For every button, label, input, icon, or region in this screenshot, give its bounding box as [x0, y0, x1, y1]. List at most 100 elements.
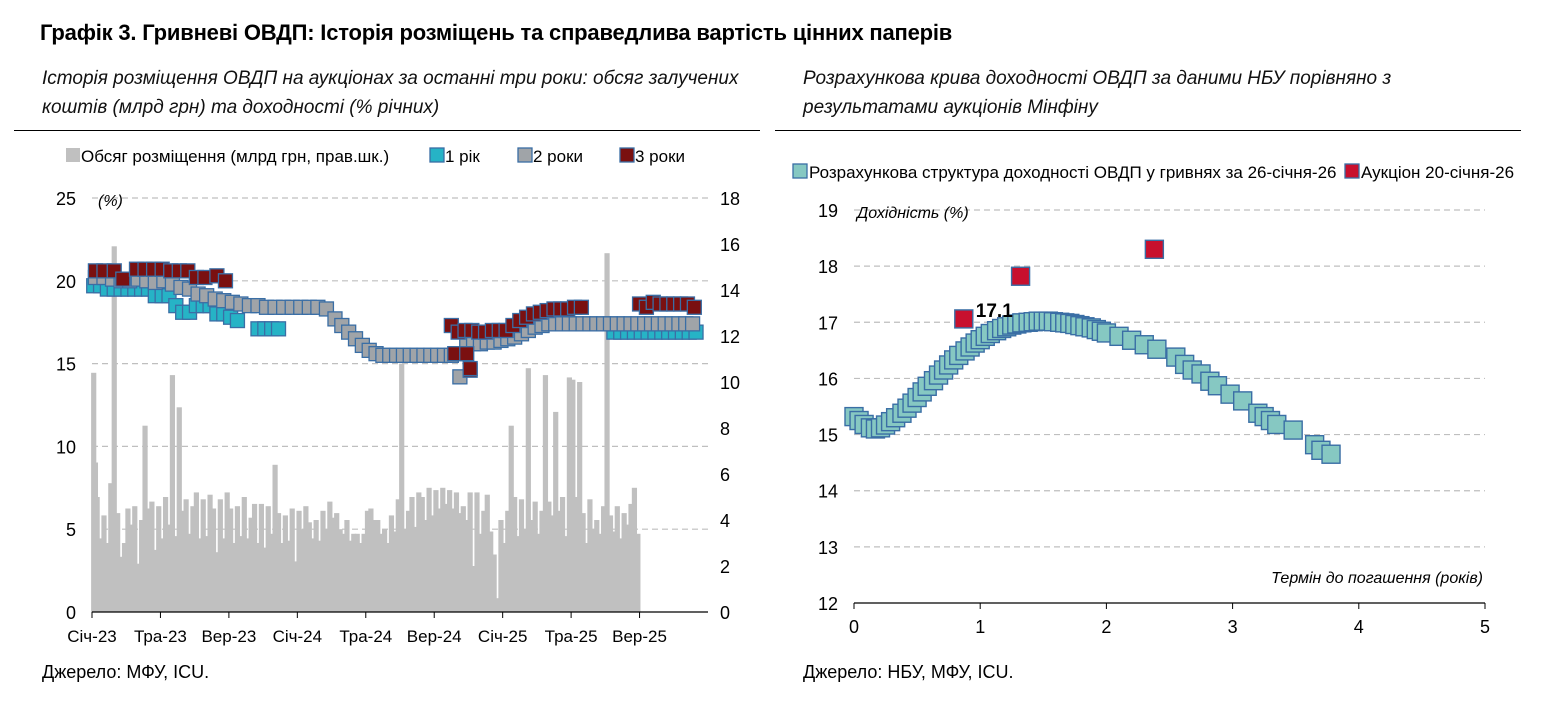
volume-bar — [395, 499, 401, 612]
left-x-tick-label: Січ-23 — [67, 627, 116, 646]
volume-bar — [162, 497, 169, 612]
volume-bar — [525, 368, 531, 612]
volume-bar — [412, 526, 418, 612]
volume-bar — [293, 561, 299, 612]
volume-bar — [371, 520, 377, 612]
left-y-axis-label: (%) — [98, 193, 123, 210]
volume-bar — [101, 515, 107, 612]
right-x-tick-label: 0 — [849, 617, 859, 637]
right-legend-label: Аукціон 20-січня-26 — [1361, 163, 1514, 182]
volume-bar — [118, 556, 124, 612]
volume-bar — [361, 533, 367, 612]
volume-bar — [323, 529, 330, 612]
volume-bar — [484, 494, 490, 612]
right-y-tick-label: 2 — [720, 557, 730, 577]
volume-bar — [385, 543, 391, 612]
left-legend-swatch — [619, 147, 635, 163]
volume-bar — [553, 411, 559, 612]
left-x-tick-label: Січ-25 — [478, 627, 527, 646]
right-panel-divider — [775, 130, 1521, 131]
volume-bar — [518, 499, 525, 612]
volume-bar — [405, 510, 412, 612]
volume-bar — [214, 552, 220, 612]
curve-marker — [1321, 444, 1341, 464]
right-panel-subtitle: Розрахункова крива доходності ОВДП за да… — [803, 64, 1523, 122]
volume-bar — [265, 506, 271, 612]
volume-bar — [313, 520, 319, 612]
volume-bar — [152, 549, 158, 612]
volume-bar — [532, 501, 538, 612]
volume-bar — [590, 529, 596, 612]
volume-bar — [166, 524, 172, 612]
volume-bar — [368, 508, 374, 612]
volume-bar — [234, 506, 241, 612]
volume-bar — [245, 538, 251, 612]
volume-bar — [169, 375, 176, 612]
volume-bar — [279, 543, 285, 612]
volume-bar — [583, 543, 590, 612]
volume-bar — [382, 529, 388, 612]
right-subtitle-line2: результатами аукціонів Мінфіну — [803, 97, 1098, 118]
volume-bar — [512, 497, 518, 612]
right-y-tick-label: 4 — [720, 511, 730, 531]
volume-bar — [587, 499, 593, 612]
volume-bar — [262, 547, 268, 612]
right-y-tick-label: 16 — [720, 235, 740, 255]
right-y-tick-label: 14 — [818, 482, 838, 502]
volume-bar — [228, 508, 234, 612]
volume-bar — [614, 506, 620, 612]
volume-bar — [491, 554, 497, 612]
volume-bar — [337, 529, 343, 612]
volume-bar — [429, 515, 436, 612]
right-y-tick-label: 0 — [720, 603, 730, 623]
volume-bar — [97, 538, 104, 612]
volume-bar — [607, 515, 614, 612]
right-x-tick-label: 5 — [1480, 617, 1490, 637]
left-y-tick-label: 15 — [56, 355, 76, 375]
volume-bar — [327, 501, 333, 612]
volume-bar — [505, 510, 511, 612]
volume-bar — [173, 536, 179, 612]
volume-bar — [594, 520, 600, 612]
left-legend-label: 3 роки — [635, 147, 685, 166]
right-y-tick-label: 6 — [720, 465, 730, 485]
volume-bar — [536, 533, 542, 612]
volume-bar — [210, 508, 217, 612]
volume-bar — [275, 513, 282, 612]
left-x-tick-label: Вер-24 — [407, 627, 462, 646]
right-y-tick-label: 18 — [720, 189, 740, 209]
right-x-axis-label: Термін до погашення (років) — [1271, 570, 1483, 587]
volume-bar — [364, 510, 371, 612]
left-legend-label: Обсяг розміщення (млрд грн, прав.шк.) — [81, 147, 389, 166]
volume-bar — [447, 490, 453, 612]
left-panel-divider — [14, 130, 760, 131]
left-y-tick-label: 20 — [56, 272, 76, 292]
left-y-tick-label: 25 — [56, 189, 76, 209]
volume-bar — [190, 506, 196, 612]
volume-bar — [142, 425, 148, 612]
right-y-tick-label: 18 — [818, 257, 838, 277]
volume-bar — [566, 377, 572, 612]
one-year-marker — [229, 312, 246, 329]
volume-bar — [299, 529, 306, 612]
volume-bar — [282, 515, 288, 612]
auction-annotation: 17.1 — [976, 301, 1013, 322]
volume-bar — [183, 499, 189, 612]
volume-bar — [542, 375, 549, 612]
volume-bar — [310, 538, 316, 612]
left-y-tick-label: 10 — [56, 437, 76, 457]
volume-bar — [128, 524, 134, 612]
volume-bar — [450, 508, 456, 612]
volume-bar — [501, 543, 507, 612]
volume-bar — [200, 499, 206, 612]
volume-bar — [320, 510, 326, 612]
volume-bar — [358, 543, 364, 612]
volume-bar — [224, 492, 230, 612]
curve-marker — [1232, 391, 1253, 411]
volume-bar — [453, 492, 460, 612]
left-subtitle-line1: Історія розміщення ОВДП на аукціонах за … — [42, 68, 739, 89]
curve-marker — [1267, 414, 1287, 435]
volume-bar — [436, 508, 442, 612]
right-legend-label: Розрахункова структура доходності ОВДП у… — [809, 163, 1336, 182]
